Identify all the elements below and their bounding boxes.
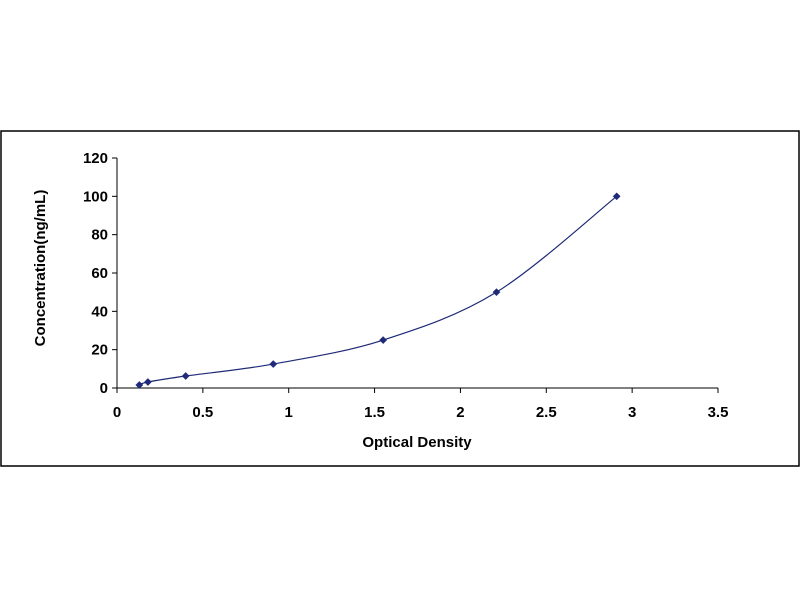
y-tick-label: 60 bbox=[91, 265, 108, 282]
x-tick-label: 0 bbox=[113, 404, 121, 421]
y-tick-label: 80 bbox=[91, 227, 108, 244]
data-points-layer bbox=[135, 192, 621, 389]
data-point bbox=[181, 372, 190, 380]
x-axis-title: Optical Density bbox=[362, 434, 472, 451]
y-tick-label: 0 bbox=[100, 380, 108, 397]
chart-frame bbox=[0, 130, 800, 467]
y-tick-label: 40 bbox=[91, 303, 108, 320]
data-point bbox=[612, 192, 621, 201]
y-axis-title: Concentration(ng/mL) bbox=[32, 190, 49, 347]
fit-curve-layer bbox=[139, 195, 618, 386]
x-tick-label: 2.5 bbox=[536, 404, 557, 421]
data-point bbox=[492, 288, 501, 297]
x-tick-label: 2 bbox=[456, 404, 464, 421]
data-point bbox=[269, 360, 278, 368]
axis-labels-layer: Optical Density Concentration(ng/mL) bbox=[32, 190, 472, 451]
x-tick-label: 3.5 bbox=[708, 404, 729, 421]
x-tick-label: 1.5 bbox=[364, 404, 385, 421]
x-tick-label: 0.5 bbox=[192, 404, 213, 421]
x-tick-label: 3 bbox=[628, 404, 636, 421]
y-tick-label: 100 bbox=[83, 188, 108, 205]
x-tick-label: 1 bbox=[285, 404, 293, 421]
fit-curve bbox=[139, 195, 618, 386]
y-tick-label: 20 bbox=[91, 342, 108, 359]
data-point bbox=[143, 378, 152, 386]
data-point bbox=[135, 381, 144, 389]
data-point bbox=[379, 336, 388, 345]
y-tick-label: 120 bbox=[83, 150, 108, 167]
axes: 0 20 40 60 80 100 120 0 0.5 1 1.5 2 2.5 3 3.5 bbox=[83, 150, 728, 421]
